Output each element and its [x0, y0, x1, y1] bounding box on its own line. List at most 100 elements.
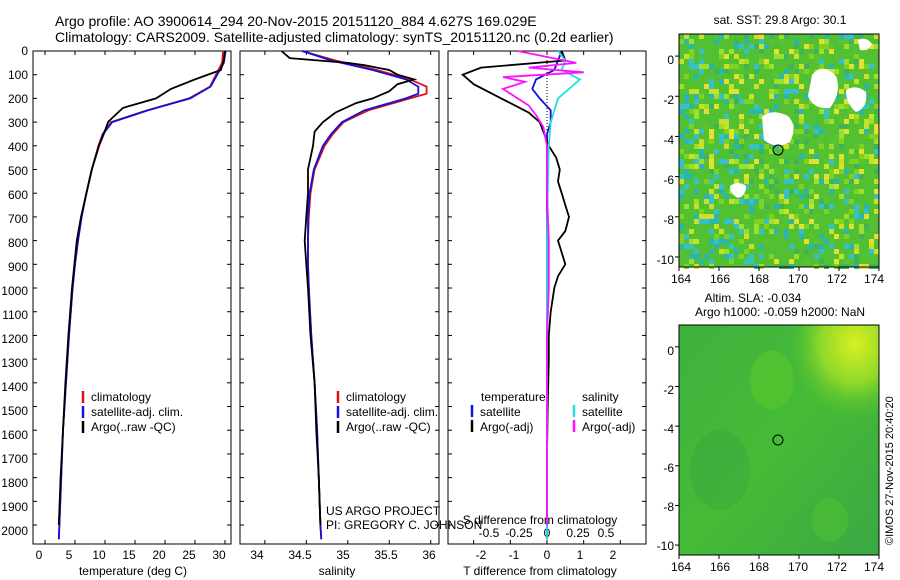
t-diff-tick-label: 2 [610, 548, 617, 562]
sst-cell [819, 39, 824, 44]
sst-cell [824, 239, 829, 244]
sst-cell [834, 94, 839, 99]
sst-cell [714, 69, 719, 74]
sst-cell [769, 179, 774, 184]
sst-cell [844, 214, 849, 219]
sst-cell [799, 184, 804, 189]
sst-cell [694, 114, 699, 119]
sst-cell [699, 34, 704, 39]
sst-cell [794, 214, 799, 219]
sst-cell [739, 74, 744, 79]
sst-cell [859, 204, 864, 209]
sst-cell [704, 179, 709, 184]
sst-cell [839, 119, 844, 124]
sst-cell [789, 89, 794, 94]
sst-cell [804, 129, 809, 134]
sst-cell [814, 214, 819, 219]
sst-cell [684, 184, 689, 189]
sst-cell [829, 69, 834, 74]
legend-label: Argo(-adj) [480, 420, 533, 434]
sst-cell [839, 159, 844, 164]
sst-cell [859, 174, 864, 179]
sst-cell [794, 249, 799, 254]
sst-cell [704, 214, 709, 219]
sst-cell [719, 139, 724, 144]
sst-cell [869, 159, 874, 164]
sst-cell [834, 139, 839, 144]
sst-cell [699, 154, 704, 159]
sst-cell [844, 119, 849, 124]
sst-cell [729, 104, 734, 109]
lat-tick-label: -10 [657, 253, 675, 267]
sst-cell [759, 199, 764, 204]
sst-cell [829, 184, 834, 189]
depth-tick-label: 400 [8, 140, 28, 154]
sst-cell [764, 204, 769, 209]
sla-map-panel: Altim. SLA: -0.034 Argo h1000: -0.059 h2… [657, 291, 885, 574]
sst-cell [859, 129, 864, 134]
sst-cell [804, 204, 809, 209]
sst-cell [809, 219, 814, 224]
sst-cell [774, 144, 779, 149]
sst-cell [694, 199, 699, 204]
project-credit: US ARGO PROJECT [326, 504, 441, 518]
sst-cell [809, 204, 814, 209]
sst-cell [849, 74, 854, 79]
sst-cell [819, 234, 824, 239]
sst-cell [779, 74, 784, 79]
sst-cell [679, 224, 684, 229]
sst-cell [734, 199, 739, 204]
sst-cell [799, 224, 804, 229]
sst-cell [754, 169, 759, 174]
sst-cell [794, 74, 799, 79]
sst-cell [719, 69, 724, 74]
sst-cell [849, 219, 854, 224]
sst-cell [689, 259, 694, 264]
sst-cell [864, 129, 869, 134]
sst-cell [799, 204, 804, 209]
sst-cell [719, 249, 724, 254]
sst-cell [844, 259, 849, 264]
sst-cell [729, 99, 734, 104]
sst-cell [774, 89, 779, 94]
sst-cell [759, 159, 764, 164]
sst-cell [839, 154, 844, 159]
sst-cell [704, 194, 709, 199]
sst-cell [834, 249, 839, 254]
sst-cell [704, 109, 709, 114]
sst-cell [679, 164, 684, 169]
sst-cell [764, 64, 769, 69]
sst-cloud-mask [858, 38, 872, 51]
sst-cell [824, 119, 829, 124]
sst-cell [749, 119, 754, 124]
sst-cell [739, 224, 744, 229]
difference-xlabel: T difference from climatology [463, 564, 617, 578]
sst-cell [764, 144, 769, 149]
sst-cell [744, 194, 749, 199]
sst-cell [794, 44, 799, 49]
salinity-xticks: 34 34.5 35 35.5 36 [250, 548, 436, 562]
sst-cell [864, 74, 869, 79]
sst-cell [799, 119, 804, 124]
imos-stamp: ©IMOS 27-Nov-2015 20:40:20 [884, 396, 896, 545]
sst-cell [719, 184, 724, 189]
sst-cell [834, 169, 839, 174]
sst-cell [694, 239, 699, 244]
sst-cell [784, 159, 789, 164]
sst-cell [769, 159, 774, 164]
sst-cell [794, 139, 799, 144]
sst-cell [869, 64, 874, 69]
sst-cell [694, 159, 699, 164]
sst-cell [774, 84, 779, 89]
sst-cell [709, 129, 714, 134]
lon-tick-label: 172 [827, 272, 847, 286]
sst-cell [794, 54, 799, 59]
sst-cell [734, 44, 739, 49]
sst-cell [694, 99, 699, 104]
sst-cell [854, 119, 859, 124]
sst-cell [829, 144, 834, 149]
sst-cell [759, 244, 764, 249]
sst-cell [794, 49, 799, 54]
sst-cell [724, 164, 729, 169]
